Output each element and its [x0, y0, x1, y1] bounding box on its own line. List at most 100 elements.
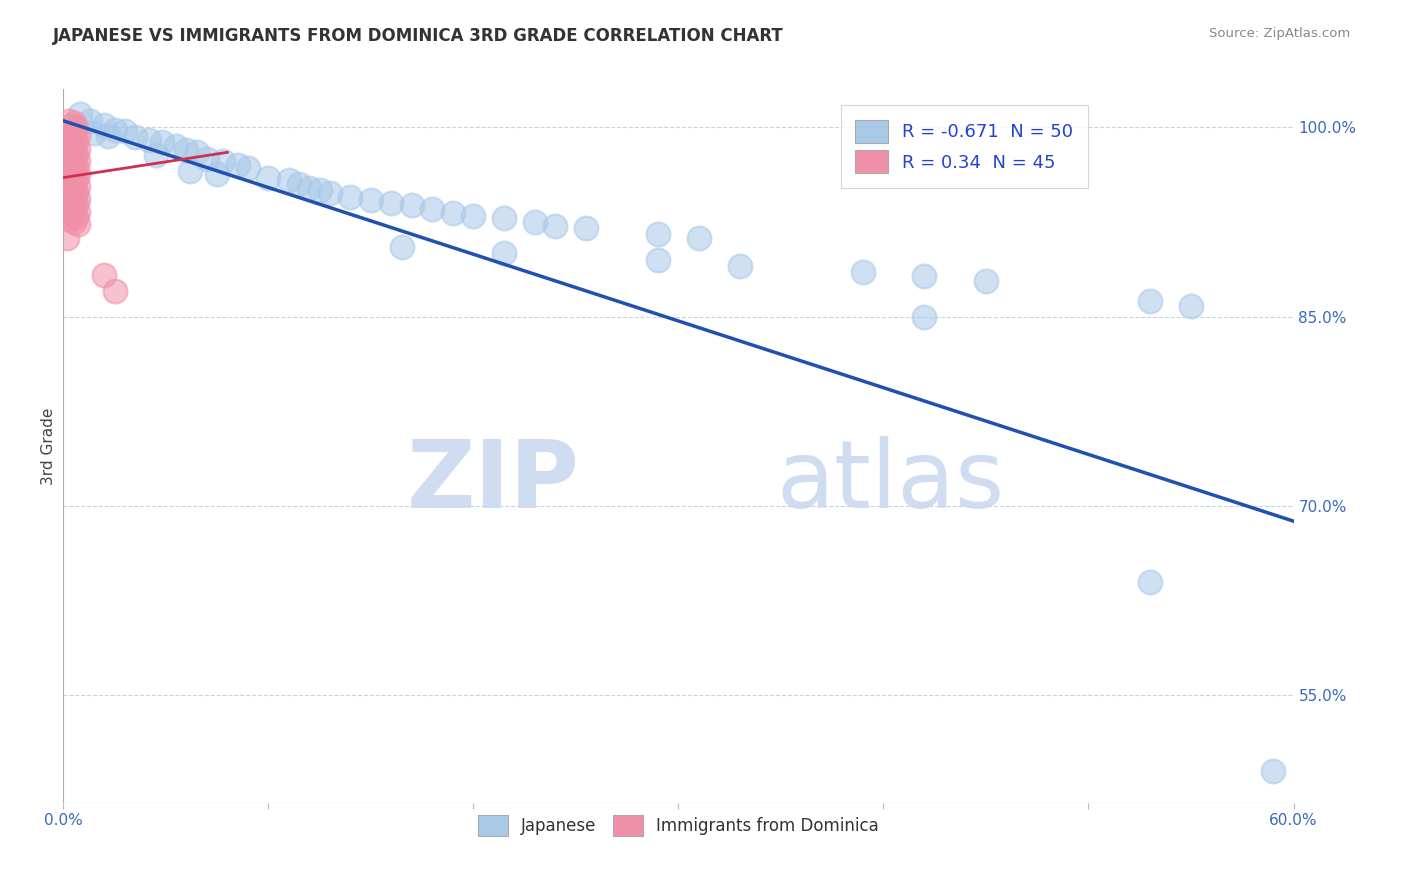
Point — [138, 133, 160, 147]
Point — [339, 189, 361, 203]
Point — [257, 170, 280, 185]
Point — [60, 131, 83, 145]
Point — [66, 204, 89, 219]
Point — [441, 206, 464, 220]
Point — [288, 177, 311, 191]
Point — [145, 148, 167, 162]
Point — [62, 202, 84, 217]
Point — [83, 127, 105, 141]
Point — [974, 274, 997, 288]
Point — [97, 128, 120, 143]
Point — [277, 173, 299, 187]
Point — [114, 124, 136, 138]
Text: ZIP: ZIP — [408, 435, 579, 528]
Point — [174, 143, 197, 157]
Point — [647, 227, 669, 242]
Point — [66, 179, 89, 194]
Point — [422, 202, 444, 217]
Point — [1261, 764, 1284, 779]
Point — [380, 195, 402, 210]
Point — [58, 174, 80, 188]
Point — [65, 185, 87, 199]
Point — [66, 154, 89, 169]
Point — [124, 130, 146, 145]
Point — [62, 116, 84, 130]
Point — [1139, 294, 1161, 309]
Point — [69, 107, 91, 121]
Point — [1139, 574, 1161, 589]
Point — [62, 152, 84, 166]
Point — [62, 189, 84, 203]
Point — [205, 167, 228, 181]
Point — [494, 246, 516, 260]
Point — [62, 139, 84, 153]
Point — [79, 113, 101, 128]
Text: JAPANESE VS IMMIGRANTS FROM DOMINICA 3RD GRADE CORRELATION CHART: JAPANESE VS IMMIGRANTS FROM DOMINICA 3RD… — [53, 27, 785, 45]
Point — [494, 211, 516, 225]
Point — [66, 128, 89, 143]
Point — [66, 142, 89, 156]
Point — [463, 209, 485, 223]
Y-axis label: 3rd Grade: 3rd Grade — [41, 408, 56, 484]
Point — [165, 139, 187, 153]
Point — [62, 127, 84, 141]
Point — [647, 252, 669, 267]
Point — [65, 172, 87, 186]
Point — [66, 167, 89, 181]
Point — [544, 219, 567, 233]
Point — [65, 121, 87, 136]
Point — [728, 259, 751, 273]
Point — [60, 119, 83, 133]
Point — [65, 146, 87, 161]
Text: atlas: atlas — [776, 435, 1005, 528]
Point — [150, 135, 173, 149]
Point — [523, 215, 546, 229]
Legend: Japanese, Immigrants from Dominica: Japanese, Immigrants from Dominica — [470, 806, 887, 845]
Point — [308, 183, 330, 197]
Point — [226, 158, 249, 172]
Point — [60, 169, 83, 184]
Point — [914, 269, 936, 284]
Point — [56, 231, 79, 245]
Point — [60, 182, 83, 196]
Point — [65, 210, 87, 224]
Point — [298, 180, 321, 194]
Point — [58, 149, 80, 163]
Point — [60, 194, 83, 209]
Point — [688, 231, 710, 245]
Point — [58, 212, 80, 227]
Point — [103, 285, 125, 299]
Point — [66, 192, 89, 206]
Point — [60, 207, 83, 221]
Point — [1180, 300, 1202, 314]
Point — [65, 159, 87, 173]
Point — [58, 200, 80, 214]
Text: Source: ZipAtlas.com: Source: ZipAtlas.com — [1209, 27, 1350, 40]
Point — [65, 197, 87, 211]
Point — [60, 157, 83, 171]
Point — [62, 164, 84, 178]
Point — [195, 152, 218, 166]
Point — [575, 221, 598, 235]
Point — [60, 144, 83, 158]
Point — [103, 122, 125, 136]
Point — [319, 186, 342, 200]
Point — [58, 161, 80, 176]
Point — [391, 240, 413, 254]
Point — [58, 113, 80, 128]
Point — [179, 164, 201, 178]
Point — [58, 187, 80, 202]
Point — [360, 194, 382, 208]
Point — [93, 268, 115, 282]
Point — [62, 215, 84, 229]
Point — [914, 310, 936, 324]
Point — [93, 118, 115, 132]
Point — [62, 177, 84, 191]
Point — [66, 218, 89, 232]
Point — [236, 161, 259, 175]
Point — [852, 265, 875, 279]
Point — [212, 154, 235, 169]
Point — [58, 124, 80, 138]
Point — [65, 134, 87, 148]
Point — [58, 136, 80, 151]
